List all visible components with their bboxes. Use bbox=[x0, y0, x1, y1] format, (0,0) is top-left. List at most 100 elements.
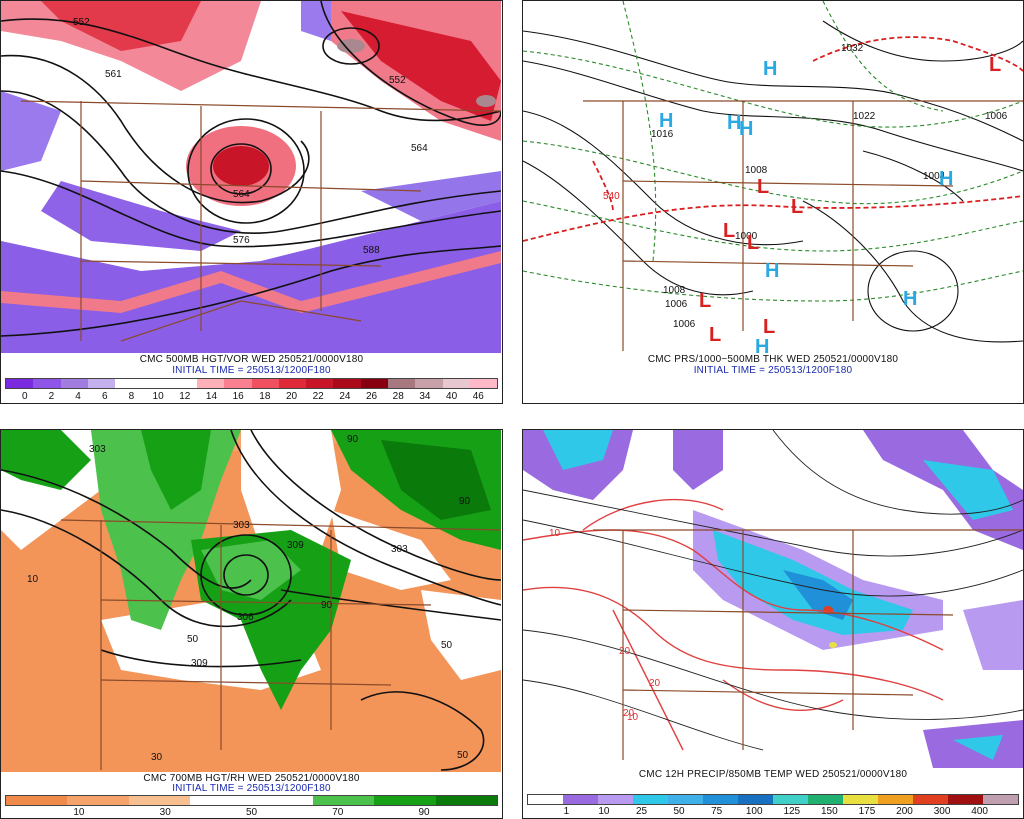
color-scale-swatch bbox=[878, 795, 913, 804]
contour-label: 576 bbox=[233, 235, 250, 246]
isobar-label: 1022 bbox=[853, 111, 876, 122]
color-scale-swatch bbox=[67, 796, 129, 805]
color-scale-swatch bbox=[6, 796, 68, 805]
color-scale-tick: 0 bbox=[21, 391, 28, 402]
color-scale-swatch bbox=[563, 795, 598, 804]
temperature-label: 10 bbox=[627, 712, 639, 723]
high-pressure-marker: H bbox=[939, 168, 953, 190]
color-scale-tick: 125 bbox=[783, 806, 801, 817]
low-pressure-marker: L bbox=[723, 220, 735, 242]
vorticity-map: 552 561 552 564 564 576 588 bbox=[1, 1, 501, 353]
color-scale-tick: 22 bbox=[312, 391, 324, 402]
color-scale-tick: 28 bbox=[392, 391, 404, 402]
panel-500mb-hgt-vor: 552 561 552 564 564 576 588 CMC 500MB HG… bbox=[0, 0, 503, 404]
color-scale-swatch bbox=[142, 379, 170, 388]
low-pressure-marker: L bbox=[699, 290, 711, 312]
color-scale-tick: 300 bbox=[933, 806, 951, 817]
color-scale-tick: 1 bbox=[563, 806, 570, 817]
color-scale-ticks: 10 30 50 70 90 bbox=[5, 807, 498, 818]
color-scale-tick: 20 bbox=[285, 391, 298, 402]
color-scale-swatch bbox=[773, 795, 808, 804]
color-scale-swatch bbox=[360, 379, 388, 388]
color-scale-swatch bbox=[435, 796, 497, 805]
panel-700mb-hgt-rh: 303 303 309 303 306 309 50 10 50 90 90 9… bbox=[0, 429, 503, 819]
high-pressure-marker: H bbox=[765, 260, 779, 282]
color-scale-swatch bbox=[633, 795, 668, 804]
color-scale-swatch bbox=[224, 379, 252, 388]
color-scale-swatch bbox=[528, 795, 563, 804]
contour-label: 309 bbox=[191, 658, 208, 669]
low-pressure-marker: L bbox=[709, 324, 721, 346]
isobar-label: 1000 bbox=[735, 231, 758, 242]
color-scale bbox=[5, 795, 498, 806]
low-pressure-marker: L bbox=[989, 54, 1001, 76]
color-scale-tick: 10 bbox=[73, 807, 85, 818]
color-scale-tick: 90 bbox=[418, 807, 430, 818]
color-scale-tick: 50 bbox=[673, 806, 685, 817]
color-scale-tick: 14 bbox=[205, 391, 218, 402]
isobar-label: 1008 bbox=[745, 165, 768, 176]
color-scale bbox=[5, 378, 498, 389]
color-scale-ticks: 1 10 25 50 75 100 125 150 175 200 300 400 bbox=[527, 806, 1019, 818]
color-scale-swatch bbox=[738, 795, 773, 804]
color-scale-tick: 8 bbox=[128, 391, 135, 402]
color-scale-swatch bbox=[87, 379, 116, 388]
contour-label: 10 bbox=[27, 574, 39, 585]
color-scale-swatch bbox=[442, 379, 470, 388]
color-scale-tick: 10 bbox=[152, 391, 164, 402]
contour-label: 90 bbox=[321, 600, 333, 611]
contour-label: 303 bbox=[233, 520, 250, 531]
color-scale-swatch bbox=[278, 379, 307, 388]
color-scale-tick: 10 bbox=[598, 806, 610, 817]
color-scale-tick: 40 bbox=[446, 391, 458, 402]
color-scale-swatch bbox=[196, 379, 225, 388]
high-pressure-marker: H bbox=[727, 112, 741, 134]
high-pressure-marker: H bbox=[659, 110, 673, 132]
color-scale-swatch bbox=[251, 379, 279, 388]
color-scale-ticks: 0 2 4 6 8 10 12 14 16 18 20 22 24 26 28 34 40 46 bbox=[5, 391, 498, 403]
temperature-label: 20 bbox=[623, 708, 635, 719]
color-scale-swatch bbox=[598, 795, 633, 804]
contour-label: 561 bbox=[105, 69, 122, 80]
temperature-label: 10 bbox=[549, 528, 561, 539]
contour-label: 90 bbox=[347, 434, 359, 445]
panel-caption: CMC PRS/1000−500MB THK WED 250521/0000V1… bbox=[647, 354, 899, 365]
color-scale-tick: 18 bbox=[259, 391, 271, 402]
color-scale-tick: 75 bbox=[711, 806, 723, 817]
contour-label: 552 bbox=[389, 75, 406, 86]
color-scale-swatch bbox=[913, 795, 948, 804]
high-pressure-marker: H bbox=[763, 58, 777, 80]
panel-caption: CMC 500MB HGT/VOR WED 250521/0000V180 bbox=[139, 354, 364, 365]
color-scale-swatch bbox=[128, 796, 191, 805]
contour-label: 552 bbox=[73, 17, 90, 28]
color-scale-tick: 100 bbox=[745, 806, 763, 817]
contour-label: 50 bbox=[457, 750, 469, 761]
contour-label: 303 bbox=[89, 444, 106, 455]
low-pressure-marker: L bbox=[791, 196, 803, 218]
contour-label: 90 bbox=[459, 496, 471, 507]
isobar-label: 1032 bbox=[841, 43, 864, 54]
color-scale-tick: 30 bbox=[159, 807, 171, 818]
contour-label: 564 bbox=[411, 143, 428, 154]
precipitation-map: 10 20 20 20 10 bbox=[523, 430, 1023, 768]
color-scale-tick: 16 bbox=[232, 391, 244, 402]
color-scale-tick: 46 bbox=[472, 391, 484, 402]
humidity-map: 303 303 309 303 306 309 50 10 50 90 90 9… bbox=[1, 430, 501, 772]
low-pressure-marker: L bbox=[763, 316, 775, 338]
color-scale-swatch bbox=[190, 796, 252, 805]
panel-precip-850mb-temp: 10 20 20 20 10 CMC 12H PRECIP/850MB TEMP… bbox=[522, 429, 1024, 819]
color-scale-swatch bbox=[312, 796, 375, 805]
color-scale-swatch bbox=[469, 379, 498, 388]
color-scale-swatch bbox=[983, 795, 1018, 804]
isobar-label: 1008 bbox=[663, 285, 686, 296]
color-scale-tick: 2 bbox=[48, 391, 55, 402]
contour-label: 309 bbox=[287, 540, 304, 551]
color-scale-swatch bbox=[948, 795, 983, 804]
panel-caption: CMC 700MB HGT/RH WED 250521/0000V180 bbox=[143, 773, 360, 784]
color-scale-tick: 6 bbox=[101, 391, 108, 402]
color-scale-swatch bbox=[808, 795, 843, 804]
color-scale-tick: 400 bbox=[971, 806, 988, 817]
panel-init-time: INITIAL TIME = 250513/1200F180 bbox=[693, 365, 853, 376]
temperature-label: 20 bbox=[619, 646, 631, 657]
color-scale-swatch bbox=[374, 796, 436, 805]
